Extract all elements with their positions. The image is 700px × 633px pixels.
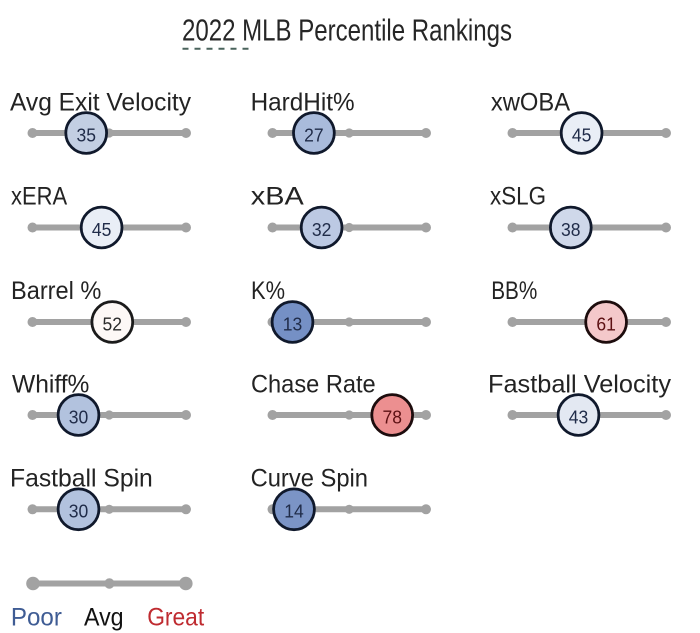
svg-text:Barrel %: Barrel % <box>11 277 101 305</box>
svg-text:Curve Spin: Curve Spin <box>251 465 368 493</box>
svg-text:13: 13 <box>283 313 303 334</box>
svg-text:xERA: xERA <box>11 183 67 211</box>
svg-text:Chase Rate: Chase Rate <box>251 371 376 399</box>
svg-text:Poor: Poor <box>11 603 62 631</box>
svg-text:61: 61 <box>596 313 616 334</box>
svg-text:35: 35 <box>76 124 96 145</box>
svg-text:78: 78 <box>382 406 402 427</box>
svg-text:30: 30 <box>69 501 89 522</box>
svg-text:BB%: BB% <box>491 277 537 305</box>
svg-text:43: 43 <box>569 406 589 427</box>
svg-text:45: 45 <box>92 219 112 240</box>
svg-text:52: 52 <box>103 313 123 334</box>
svg-text:45: 45 <box>572 124 592 145</box>
svg-text:2022 MLB Percentile Rankings: 2022 MLB Percentile Rankings <box>182 14 512 47</box>
svg-text:Avg Exit Velocity: Avg Exit Velocity <box>10 89 191 117</box>
svg-text:30: 30 <box>69 406 89 427</box>
svg-text:xwOBA: xwOBA <box>491 89 570 117</box>
svg-text:xBA: xBA <box>251 183 304 211</box>
svg-text:xSLG: xSLG <box>490 183 546 211</box>
svg-text:38: 38 <box>561 219 581 240</box>
svg-text:27: 27 <box>304 124 324 145</box>
svg-text:32: 32 <box>312 219 332 240</box>
svg-text:HardHit%: HardHit% <box>251 89 355 117</box>
svg-text:Avg: Avg <box>84 603 124 631</box>
svg-text:14: 14 <box>284 501 304 522</box>
svg-text:K%: K% <box>251 277 285 305</box>
svg-text:Great: Great <box>147 603 204 631</box>
